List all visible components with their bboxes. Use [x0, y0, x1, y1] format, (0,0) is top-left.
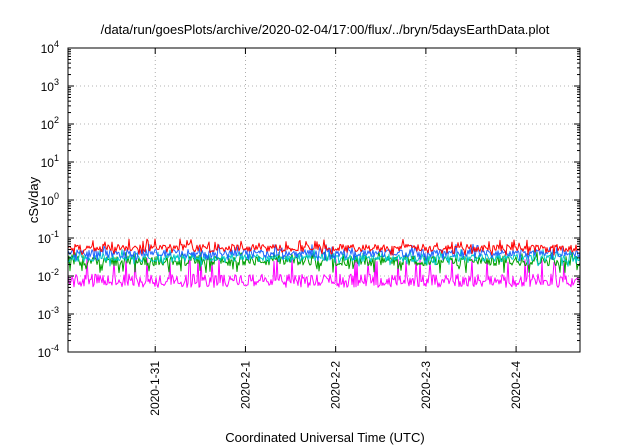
x-tick-label: 2020-2-4 — [509, 361, 523, 409]
x-tick-label: 2020-2-3 — [419, 361, 433, 409]
x-tick-label: 2020-2-2 — [329, 361, 343, 409]
chart-title: /data/run/goesPlots/archive/2020-02-04/1… — [101, 22, 550, 37]
y-tick-label: 10-4 — [38, 343, 59, 360]
y-tick-label: 103 — [41, 77, 59, 94]
y-tick-label: 104 — [41, 39, 59, 56]
y-axis: 10-4 10-3 10-2 10-1 100 101 102 103 104 — [38, 39, 580, 360]
series-layer — [67, 238, 581, 288]
y-tick-label: 102 — [41, 115, 59, 132]
y-tick-label: 10-1 — [38, 229, 59, 246]
y-tick-label: 10-3 — [38, 305, 59, 322]
y-axis-title: cSv/day — [26, 176, 41, 223]
x-tick-label: 2020-1-31 — [148, 361, 162, 416]
y-tick-label: 100 — [41, 191, 59, 208]
series-line — [67, 243, 581, 262]
y-tick-label: 10-2 — [38, 267, 59, 284]
x-tick-label: 2020-2-1 — [238, 361, 252, 409]
series-line — [67, 238, 581, 256]
grid — [68, 48, 580, 352]
series-line — [67, 257, 581, 288]
y-tick-label: 101 — [41, 153, 59, 170]
series-line — [67, 249, 581, 267]
x-axis-title: Coordinated Universal Time (UTC) — [225, 430, 424, 445]
x-axis: 2020-1-31 2020-2-1 2020-2-2 2020-2-3 2020-2-… — [148, 48, 523, 416]
